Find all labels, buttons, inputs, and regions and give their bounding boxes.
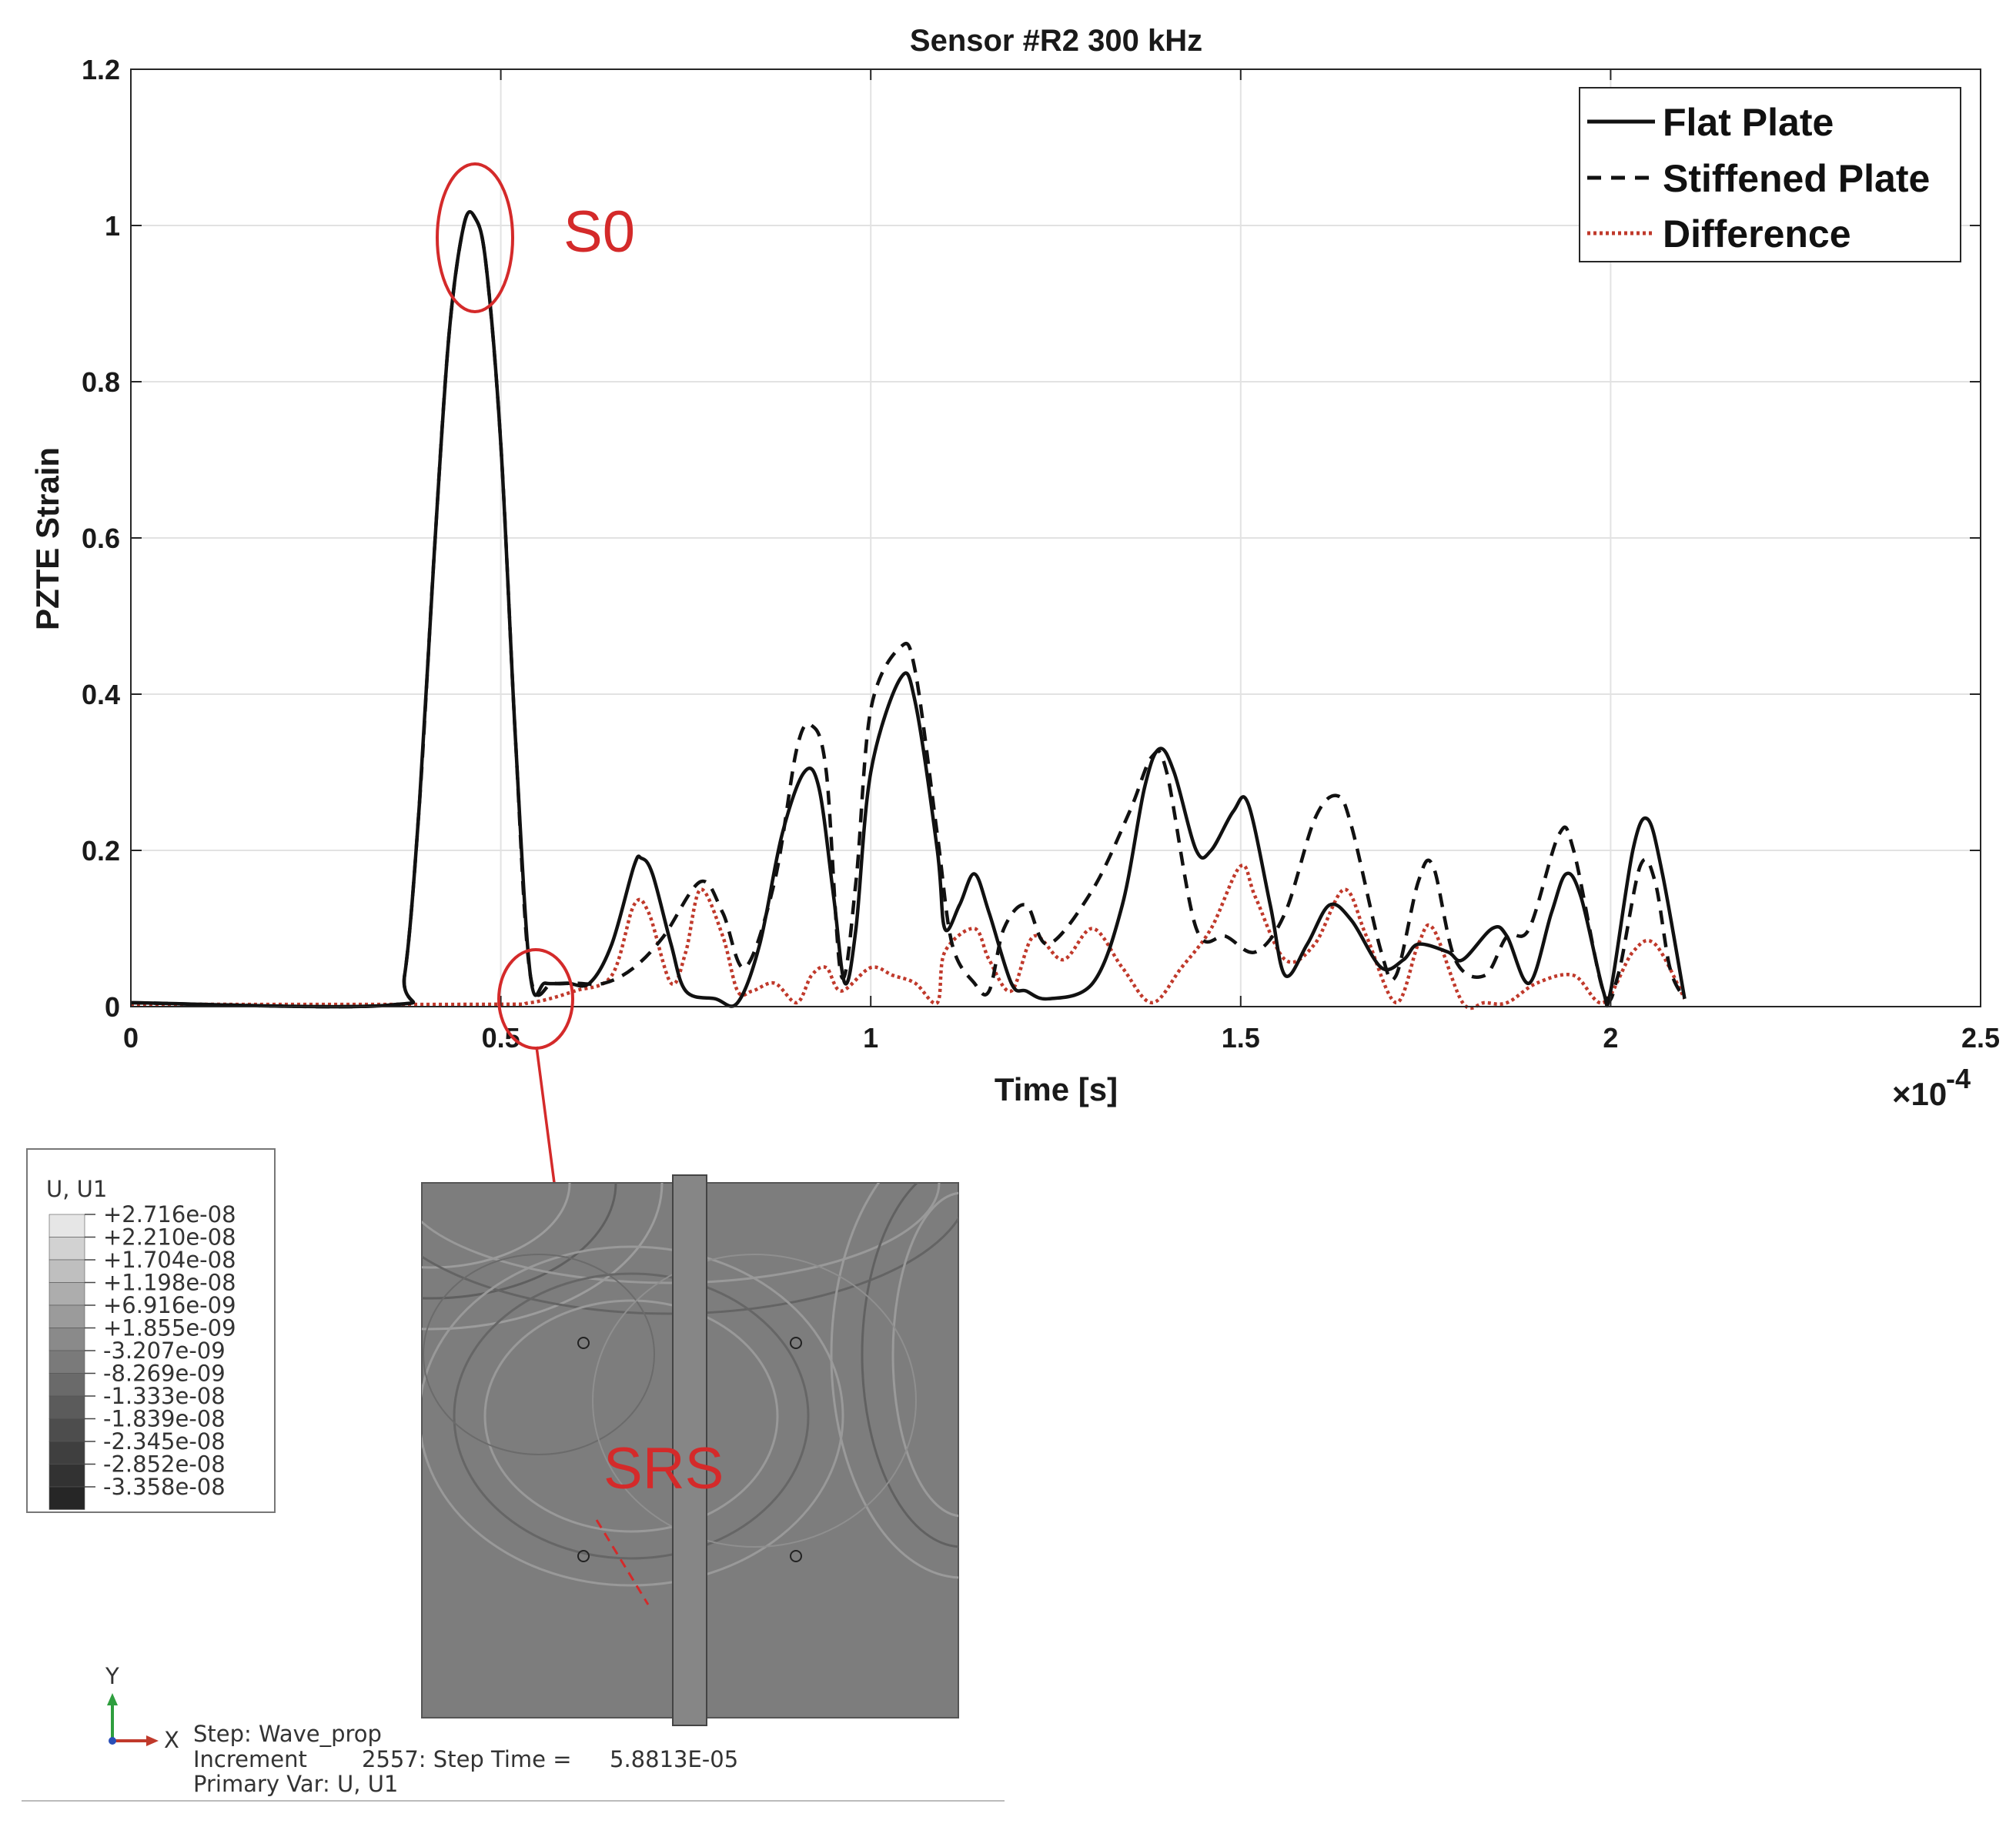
increment-label: Increment: [193, 1746, 307, 1772]
contour-legend-title: U, U1: [46, 1176, 107, 1202]
colorbar-label: -3.207e-09: [103, 1338, 226, 1364]
colorbar-band: [48, 1441, 85, 1465]
colorbar-band: [48, 1373, 85, 1397]
y-tick-label: 1: [105, 210, 120, 242]
colorbar-label: -2.345e-08: [103, 1428, 226, 1455]
triad-label-y: Y: [105, 1663, 119, 1689]
x-axis-label: Time [s]: [995, 1071, 1118, 1107]
sensor-marker: [790, 1337, 802, 1349]
x-tick-label: 1: [863, 1022, 878, 1054]
colorbar-band: [48, 1486, 85, 1510]
colorbar-label: -8.269e-09: [103, 1361, 226, 1387]
wave-fronts: [422, 1183, 958, 1587]
colorbar-band: [48, 1464, 85, 1488]
x-tick-label: 2: [1603, 1022, 1618, 1054]
y-tick-label: 0.6: [82, 523, 120, 554]
z-axis-marker: [109, 1737, 116, 1745]
s0-highlight-ellipse: [436, 162, 514, 313]
step-label: Step: Wave_prop: [193, 1721, 382, 1747]
colorbar-label: -2.852e-08: [103, 1451, 226, 1478]
colorbar-label: +2.716e-08: [103, 1201, 236, 1227]
colorbar-band: [48, 1237, 85, 1261]
sensor-marker: [790, 1550, 802, 1562]
s0-annotation: S0: [563, 199, 635, 265]
series-line-difference: [130, 863, 1687, 1010]
y-axis-label: PZTE Strain: [29, 447, 65, 630]
colorbar-band: [48, 1214, 85, 1237]
step-time-value: 5.8813E-05: [610, 1746, 738, 1772]
y-tick-label: 0: [105, 991, 120, 1023]
y-tick-label: 0.2: [82, 835, 120, 867]
colorbar-band: [48, 1304, 85, 1328]
primary-variable-label: Primary Var: U, U1: [193, 1771, 398, 1797]
legend-label-difference: Difference: [1663, 212, 1851, 256]
x-axis-multiplier-exponent: -4: [1946, 1063, 1971, 1094]
colorbar-band: [48, 1282, 85, 1306]
contour-colorbar: [48, 1214, 85, 1510]
increment-value: 2557: Step Time =: [362, 1746, 572, 1772]
legend-label-flat-plate: Flat Plate: [1663, 101, 1834, 144]
colorbar-label: -1.333e-08: [103, 1383, 226, 1409]
stiffener: [672, 1174, 707, 1726]
colorbar-label: +6.916e-09: [103, 1292, 236, 1318]
colorbar-label: +2.210e-08: [103, 1224, 236, 1251]
colorbar-label: +1.704e-08: [103, 1247, 236, 1273]
y-tick-label: 0.4: [82, 679, 120, 710]
colorbar-band: [48, 1395, 85, 1419]
legend: Flat Plate Stiffened Plate Difference: [1579, 87, 1961, 262]
colorbar-label: -1.839e-08: [103, 1406, 226, 1432]
x-tick-label: 0: [123, 1022, 139, 1054]
colorbar-label: +1.855e-09: [103, 1315, 236, 1341]
x-tick-label: 2.5: [1961, 1022, 2000, 1054]
colorbar-label: +1.198e-08: [103, 1270, 236, 1296]
sensor-marker: [577, 1337, 590, 1349]
colorbar-band: [48, 1328, 85, 1351]
srs-path-dashed: [595, 1519, 650, 1605]
ticks: 0 0.5 1 1.5 2 2.500.20.40.60.811.2: [82, 54, 2000, 1054]
sensor-marker: [577, 1550, 590, 1562]
x-tick-label: 1.5: [1222, 1022, 1260, 1054]
chart-title: Sensor #R2 300 kHz: [910, 24, 1202, 58]
colorbar-band: [48, 1418, 85, 1442]
y-tick-label: 1.2: [82, 54, 120, 85]
contour-legend: U, U1 +2.716e-08+2.210e-08+1.704e-08+1.1…: [26, 1148, 276, 1513]
triad-label-x: X: [164, 1727, 179, 1753]
colorbar-band: [48, 1350, 85, 1374]
series-layer: [130, 209, 1687, 1010]
x-axis-multiplier: ×10: [1892, 1076, 1947, 1112]
colorbar-band: [48, 1259, 85, 1283]
series-line-flat-plate: [130, 209, 1687, 1009]
fe-snapshot: [421, 1174, 959, 1726]
colorbar-label: -3.358e-08: [103, 1474, 226, 1500]
srs-annotation: SRS: [603, 1436, 724, 1501]
legend-label-stiffened-plate: Stiffened Plate: [1663, 157, 1930, 200]
y-tick-label: 0.8: [82, 366, 120, 398]
contour-colorbar-labels: +2.716e-08+2.210e-08+1.704e-08+1.198e-08…: [85, 1201, 236, 1500]
coordinate-triad: Y X: [105, 1663, 179, 1753]
